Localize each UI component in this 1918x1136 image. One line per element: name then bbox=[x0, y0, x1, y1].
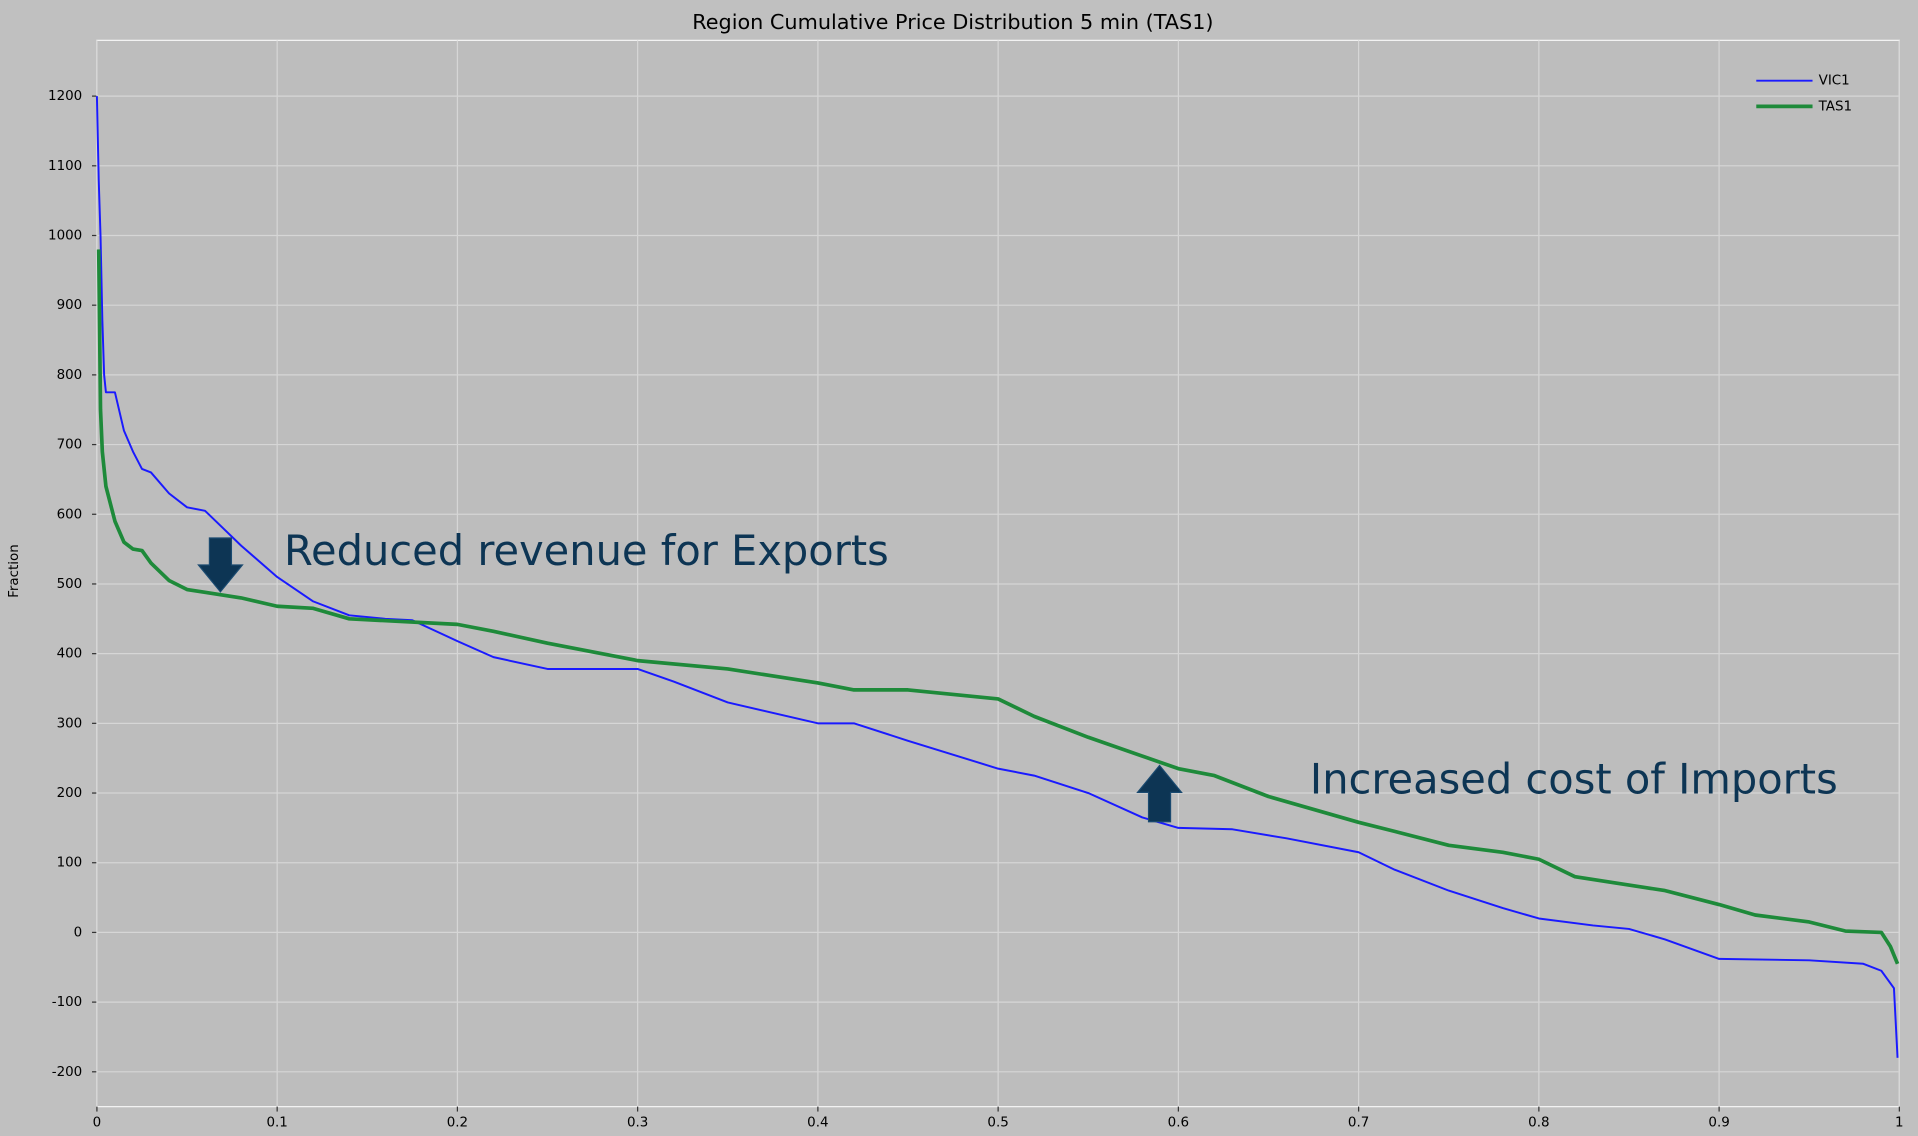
y-tick-label: 500 bbox=[57, 577, 83, 592]
x-tick-label: 0 bbox=[93, 1116, 102, 1131]
x-tick-label: 1 bbox=[1895, 1116, 1904, 1131]
y-tick-label: 100 bbox=[57, 856, 83, 871]
series-line bbox=[95, 96, 1899, 1058]
grid: -200 -100 0 100 200 300 400 500 600 700 800 900 1000… bbox=[48, 40, 1904, 1131]
y-tick-label: 1100 bbox=[48, 159, 82, 174]
y-axis-label: Fraction bbox=[7, 544, 22, 598]
x-tick-label: 0.9 bbox=[1708, 1116, 1729, 1131]
y-tick-label: 300 bbox=[57, 716, 83, 731]
y-tick-label: 800 bbox=[57, 368, 83, 383]
y-tick-label: 200 bbox=[57, 786, 83, 801]
x-tick-label: 0.8 bbox=[1528, 1116, 1549, 1131]
chart-title: Region Cumulative Price Distribution 5 m… bbox=[692, 10, 1213, 34]
x-tick-label: 0.4 bbox=[807, 1116, 828, 1131]
legend-label: TAS1 bbox=[1818, 99, 1852, 114]
legend: VIC1 TAS1 bbox=[1756, 74, 1852, 114]
x-tick-label: 0.1 bbox=[266, 1116, 287, 1131]
series-line bbox=[96, 249, 1900, 965]
x-tick-label: 0.2 bbox=[447, 1116, 468, 1131]
arrow-up bbox=[1136, 764, 1183, 823]
y-tick-label: -200 bbox=[52, 1065, 83, 1080]
x-tick-label: 0.5 bbox=[987, 1116, 1008, 1131]
lines bbox=[95, 96, 1900, 1058]
arrow-down bbox=[197, 537, 244, 593]
x-tick-label: 0.3 bbox=[627, 1116, 648, 1131]
annotation: Increased cost of Imports bbox=[1310, 755, 1838, 804]
y-tick-label: 700 bbox=[57, 438, 83, 453]
annotation: Reduced revenue for Exports bbox=[284, 526, 889, 575]
y-tick-label: 0 bbox=[74, 925, 83, 940]
y-tick-label: 600 bbox=[57, 507, 83, 522]
y-tick-label: -100 bbox=[52, 995, 83, 1010]
y-tick-label: 1200 bbox=[48, 89, 82, 104]
x-tick-label: 0.6 bbox=[1168, 1116, 1189, 1131]
x-tick-label: 0.7 bbox=[1348, 1116, 1369, 1131]
y-tick-label: 400 bbox=[57, 647, 83, 662]
y-tick-label: 900 bbox=[57, 298, 83, 313]
y-tick-label: 1000 bbox=[48, 228, 82, 243]
legend-label: VIC1 bbox=[1819, 74, 1850, 89]
